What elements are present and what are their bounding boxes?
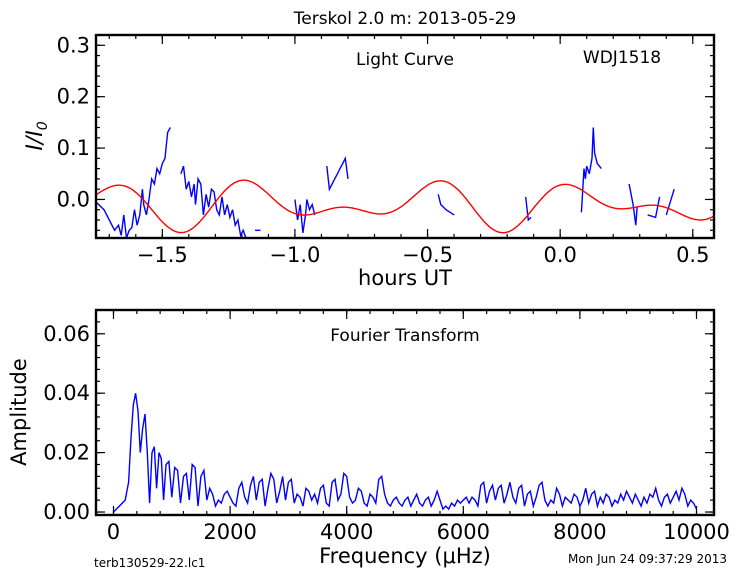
fourier-marks (113, 393, 698, 513)
x-tick-label: 0 (107, 520, 120, 544)
x-tick-label: −0.5 (402, 243, 453, 267)
x-tick-label: 6000 (437, 520, 490, 544)
light-curve-ticks: −1.5 −1.0 −0.5 0.0 0.5 0.0 0.1 0.2 0.3 (57, 33, 714, 267)
data-line-segment (525, 196, 532, 222)
object-label: WDJ1518 (583, 48, 661, 68)
footer-timestamp: Mon Jun 24 09:37:29 2013 (568, 552, 727, 566)
x-tick-label: 10000 (663, 520, 730, 544)
data-line-segment (180, 165, 247, 238)
data-line-segment (96, 127, 171, 238)
light-curve-frame (94, 33, 716, 240)
x-tick-label: 8000 (553, 520, 606, 544)
footer-filename: terb130529-22.lc1 (94, 556, 205, 570)
light-curve-xlabel: hours UT (358, 266, 452, 290)
x-tick-label: −1.0 (269, 243, 320, 267)
fourier-xlabel: Frequency (μHz) (319, 544, 491, 568)
figure-title: Terskol 2.0 m: 2013-05-29 (293, 9, 517, 29)
data-line-segment (113, 393, 698, 513)
fourier-ylabel: Amplitude (7, 358, 31, 466)
data-line-segment (437, 194, 455, 216)
fourier-frame (94, 308, 716, 517)
fourier-label: Fourier Transform (330, 326, 479, 346)
light-curve-marks (96, 127, 714, 238)
x-tick-label: −1.5 (137, 243, 188, 267)
y-tick-label: 0.00 (43, 500, 90, 524)
data-line-segment (628, 183, 638, 226)
light-curve-panel: −1.5 −1.0 −0.5 0.0 0.5 0.0 0.1 0.2 0.3 Light Cur… (23, 33, 716, 290)
y-tick-label: 0.02 (43, 441, 90, 465)
y-tick-label: 0.06 (43, 322, 90, 346)
x-tick-label: 2000 (203, 520, 256, 544)
model-curve (96, 179, 714, 234)
data-line-segment (580, 127, 602, 213)
x-tick-label: 0.5 (676, 243, 709, 267)
data-line-segment (665, 188, 675, 216)
y-tick-label: 0.0 (57, 187, 90, 211)
fourier-panel: 0 2000 4000 6000 8000 10000 0.00 0.02 0.04 0.06 F… (7, 308, 730, 568)
y-tick-label: 0.04 (43, 381, 90, 405)
data-line-segment (647, 196, 661, 219)
x-tick-label: 0.0 (543, 243, 576, 267)
y-tick-label: 0.1 (57, 136, 90, 160)
x-tick-label: 4000 (320, 520, 373, 544)
y-tick-label: 0.3 (57, 33, 90, 57)
y-tick-label: 0.2 (57, 85, 90, 109)
data-line-segment (326, 155, 349, 192)
light-curve-label: Light Curve (356, 50, 454, 70)
